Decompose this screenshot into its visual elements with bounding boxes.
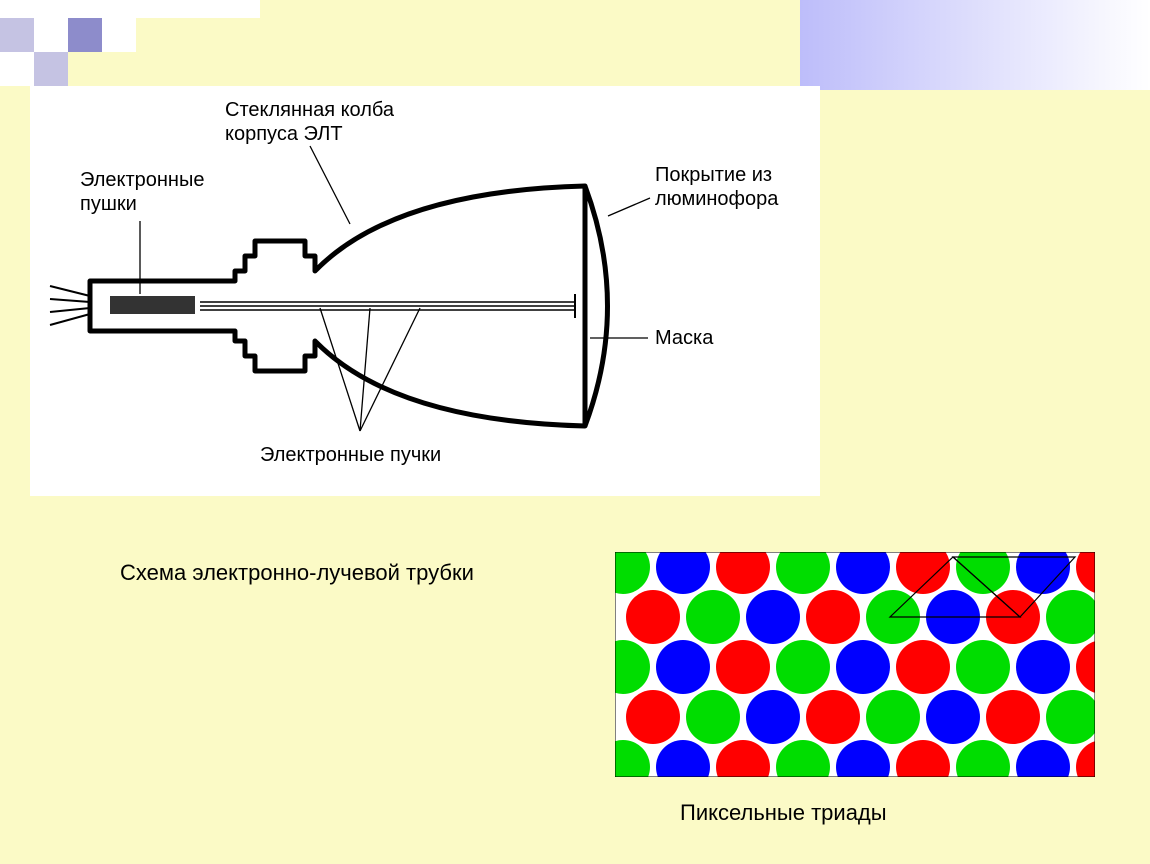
svg-text:Электронные пучки: Электронные пучки <box>260 444 441 466</box>
triad-caption: Пиксельные триады <box>680 800 887 826</box>
crt-diagram: Электронныепушки Стеклянная колбакорпуса … <box>30 86 820 496</box>
svg-text:Стеклянная колба: Стеклянная колба <box>225 99 395 121</box>
svg-text:Электронные: Электронные <box>80 169 204 191</box>
svg-text:Маска: Маска <box>655 327 714 349</box>
svg-text:Покрытие из: Покрытие из <box>655 164 772 186</box>
svg-text:пушки: пушки <box>80 193 137 215</box>
svg-text:корпуса ЭЛТ: корпуса ЭЛТ <box>225 123 343 145</box>
svg-text:люминофора: люминофора <box>655 188 779 210</box>
crt-caption: Схема электронно-лучевой трубки <box>120 560 474 586</box>
pixel-triads-diagram <box>615 552 1095 777</box>
